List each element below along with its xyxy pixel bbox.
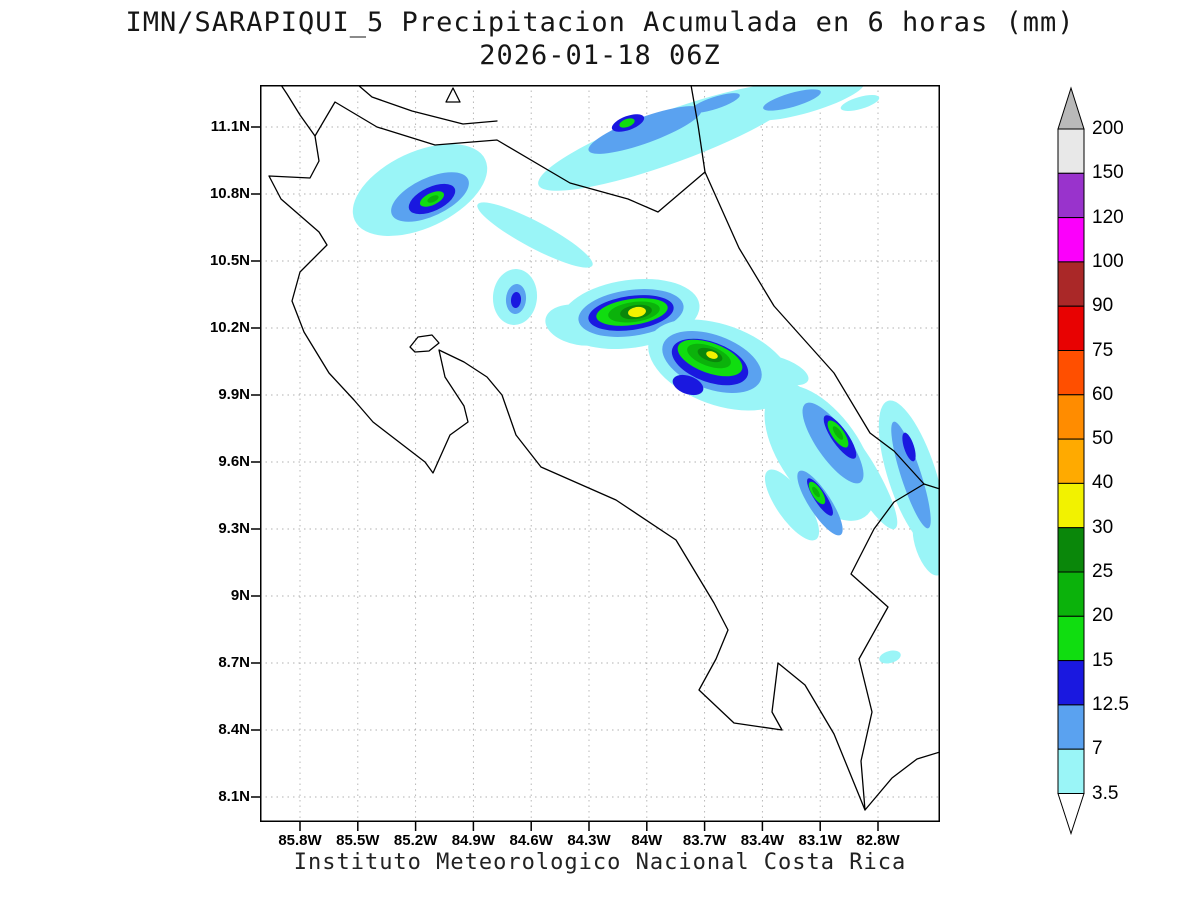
lake-island — [445, 87, 461, 103]
footer-caption: Instituto Meteorologico Nacional Costa R… — [293, 850, 907, 875]
y-axis-label: 8.1N — [218, 788, 250, 805]
lake-nicaragua-shore — [357, 85, 498, 125]
x-axis-label: 83.1W — [798, 832, 842, 849]
precip-cell — [902, 432, 916, 462]
colorbar-segment — [1057, 527, 1085, 573]
colorbar-level-label: 7 — [1092, 738, 1103, 760]
precip-cell — [763, 89, 821, 111]
colorbar-segment — [1057, 660, 1085, 706]
y-axis-label: 10.5N — [209, 252, 250, 269]
plot-title: IMN/SARAPIQUI_5 Precipitacion Acumulada … — [125, 7, 1075, 38]
colorbar-segment — [1057, 350, 1085, 396]
colorbar-over-arrow — [1057, 86, 1085, 130]
colorbar-level-label: 40 — [1092, 472, 1114, 494]
x-axis-label: 84W — [631, 832, 663, 849]
colorbar-segment — [1057, 261, 1085, 307]
y-axis-label: 11.1N — [210, 118, 250, 135]
precip-cell — [764, 469, 820, 541]
x-axis-label: 85.8W — [278, 832, 322, 849]
costa-rica-outline — [268, 101, 925, 811]
colorbar-segment — [1057, 748, 1085, 795]
colorbar-segment — [1057, 172, 1085, 219]
precip-cell — [879, 650, 901, 664]
x-axis-label: 83.7W — [682, 832, 727, 849]
x-axis-label: 82.8W — [856, 832, 900, 849]
colorbar-segment — [1057, 571, 1085, 617]
colorbar — [1057, 86, 1085, 836]
precip-cell — [427, 195, 439, 203]
panama-pacific-coast — [864, 751, 940, 811]
x-axis-label: 83.4W — [740, 832, 785, 849]
colorbar-level-label: 90 — [1092, 295, 1114, 317]
precip-cell — [477, 202, 593, 268]
y-axis-label: 10.8N — [209, 185, 250, 202]
precip-cell — [672, 374, 704, 396]
precip-cell — [706, 351, 718, 359]
precip-cell — [538, 85, 802, 191]
precip-cell — [912, 518, 940, 576]
x-axis-label: 85.5W — [336, 832, 380, 849]
colorbar-under-arrow — [1057, 793, 1085, 836]
colorbar-segment — [1057, 482, 1085, 529]
colorbar-level-label: 25 — [1092, 561, 1114, 582]
y-axis-label: 9.6N — [218, 453, 250, 470]
x-axis-label: 84.9W — [451, 832, 496, 849]
colorbar-segment — [1057, 217, 1085, 263]
colorbar-level-label: 20 — [1092, 605, 1114, 627]
colorbar-level-label: 15 — [1092, 649, 1114, 671]
title-block: IMN/SARAPIQUI_5 Precipitacion Acumulada … — [0, 6, 1200, 72]
nicaragua-pacific-coast — [280, 85, 316, 137]
colorbar-level-label: 50 — [1092, 428, 1114, 450]
precip-cell — [891, 421, 931, 529]
plot-subtitle: 2026-01-18 06Z — [479, 40, 721, 71]
colorbar-segment — [1057, 305, 1085, 351]
precip-cell — [628, 306, 646, 318]
colorbar-level-label: 150 — [1092, 162, 1124, 184]
colorbar-segment — [1057, 394, 1085, 440]
colorbar-level-label: 75 — [1092, 339, 1114, 361]
precip-cell — [832, 426, 844, 440]
colorbar-level-label: 12.5 — [1092, 693, 1129, 715]
precip-cell — [619, 118, 635, 128]
x-axis-label: 84.3W — [567, 832, 611, 849]
y-axis-label: 8.7N — [218, 654, 250, 671]
colorbar-segment — [1057, 438, 1085, 484]
colorbar-level-label: 30 — [1092, 516, 1114, 538]
isla-chira — [409, 334, 440, 353]
precip-cell — [751, 354, 809, 386]
colorbar-level-label: 100 — [1092, 250, 1124, 272]
precip-cell — [588, 106, 702, 154]
precip-cell — [764, 385, 876, 521]
nicaragua-caribbean-coast — [690, 85, 706, 173]
colorbar-segment — [1057, 704, 1085, 750]
plot-border — [260, 85, 940, 822]
precip-cell — [510, 292, 522, 308]
colorbar-level-label: 120 — [1092, 206, 1124, 228]
y-axis-label: 8.4N — [218, 721, 250, 738]
y-axis-label: 10.2N — [209, 319, 250, 336]
precip-shading — [352, 85, 940, 664]
map-plot-area — [251, 85, 940, 831]
y-axis-label: 9.9N — [218, 386, 250, 403]
precip-cell — [840, 95, 880, 111]
colorbar-level-label: 60 — [1092, 383, 1114, 405]
y-axis-label: 9.3N — [218, 520, 250, 537]
colorbar-segment — [1057, 615, 1085, 662]
x-axis-label: 85.2W — [393, 832, 438, 849]
precip-cell — [812, 486, 820, 498]
map-canvas — [260, 85, 940, 822]
colorbar-segment — [1057, 128, 1085, 174]
panama-caribbean-coast — [923, 483, 940, 490]
colorbar-level-label: 3.5 — [1092, 782, 1119, 804]
precip-cell — [802, 402, 864, 484]
colorbar-level-label: 200 — [1092, 118, 1124, 139]
coastlines — [268, 85, 940, 811]
precip-cell — [690, 93, 740, 113]
y-axis-label: 9N — [230, 587, 250, 604]
x-axis-label: 84.6W — [509, 832, 553, 849]
